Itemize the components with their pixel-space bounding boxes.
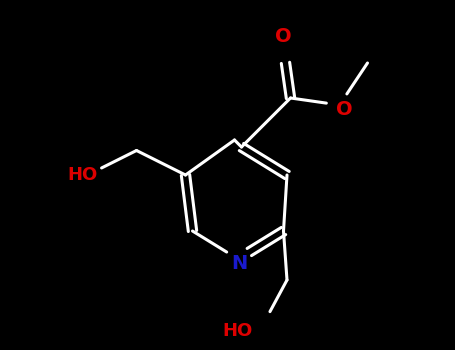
Text: HO: HO xyxy=(67,166,97,184)
Text: HO: HO xyxy=(223,322,253,340)
Text: N: N xyxy=(232,254,248,273)
Text: O: O xyxy=(275,27,292,46)
Text: O: O xyxy=(336,100,353,119)
